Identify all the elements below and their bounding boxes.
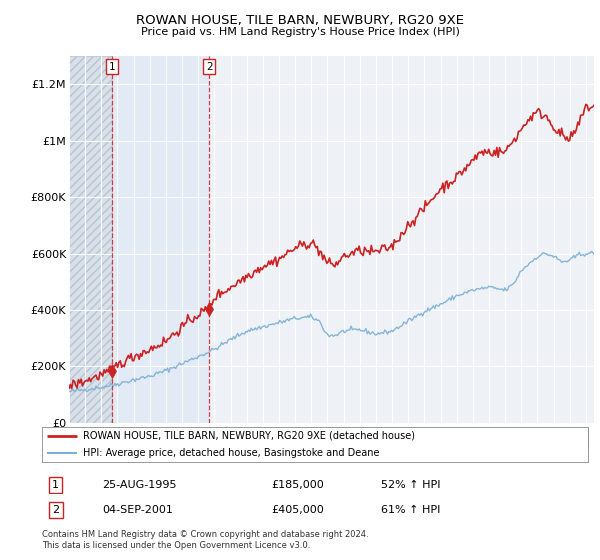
Text: £405,000: £405,000 <box>271 505 324 515</box>
Text: ROWAN HOUSE, TILE BARN, NEWBURY, RG20 9XE: ROWAN HOUSE, TILE BARN, NEWBURY, RG20 9X… <box>136 14 464 27</box>
Text: 04-SEP-2001: 04-SEP-2001 <box>102 505 173 515</box>
Text: Price paid vs. HM Land Registry's House Price Index (HPI): Price paid vs. HM Land Registry's House … <box>140 27 460 37</box>
Bar <box>69 56 112 423</box>
Text: 25-AUG-1995: 25-AUG-1995 <box>102 480 176 490</box>
Text: £185,000: £185,000 <box>271 480 324 490</box>
Text: 2: 2 <box>52 505 59 515</box>
Bar <box>112 56 209 423</box>
Text: 52% ↑ HPI: 52% ↑ HPI <box>380 480 440 490</box>
Text: HPI: Average price, detached house, Basingstoke and Deane: HPI: Average price, detached house, Basi… <box>83 449 379 458</box>
Bar <box>69 56 112 423</box>
Text: 2: 2 <box>206 62 212 72</box>
Text: 1: 1 <box>109 62 115 72</box>
Text: Contains HM Land Registry data © Crown copyright and database right 2024.
This d: Contains HM Land Registry data © Crown c… <box>42 530 368 550</box>
Text: 61% ↑ HPI: 61% ↑ HPI <box>380 505 440 515</box>
Text: 1: 1 <box>52 480 59 490</box>
Text: ROWAN HOUSE, TILE BARN, NEWBURY, RG20 9XE (detached house): ROWAN HOUSE, TILE BARN, NEWBURY, RG20 9X… <box>83 431 415 441</box>
